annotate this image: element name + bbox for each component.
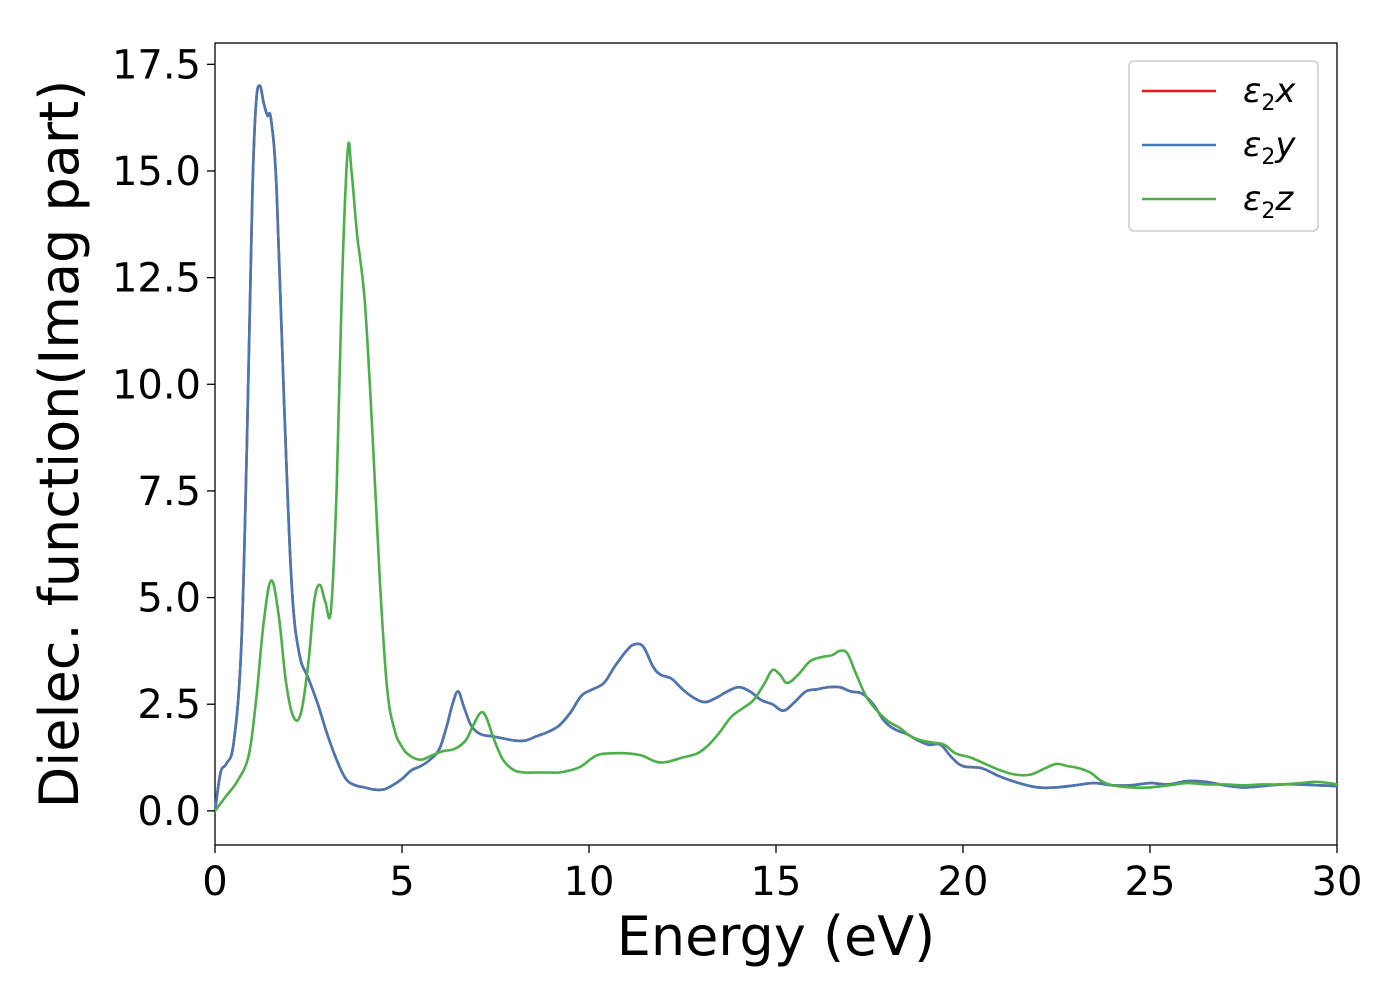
x-tick-label: 0 (202, 859, 227, 905)
y-axis-label: Dielec. function(Imag part) (28, 80, 91, 809)
y-tick-label: 10.0 (112, 362, 201, 408)
legend-label-base: ε (1243, 71, 1261, 111)
legend-label-base: ε (1243, 125, 1261, 165)
y-tick-label: 2.5 (137, 682, 201, 728)
x-tick-label: 25 (1125, 859, 1176, 905)
x-tick-label: 5 (389, 859, 414, 905)
legend-label-z: ε2z (1243, 179, 1294, 224)
legend-label-x: ε2x (1243, 71, 1296, 116)
x-tick-label: 30 (1312, 859, 1363, 905)
legend-label-suffix: x (1274, 71, 1296, 111)
y-tick-label: 15.0 (112, 149, 201, 195)
legend-label-subscript: 2 (1261, 199, 1275, 224)
y-tick-label: 7.5 (137, 469, 201, 515)
legend-label-subscript: 2 (1261, 91, 1275, 116)
legend-frame (1128, 60, 1319, 232)
x-axis-label: Energy (eV) (617, 905, 936, 968)
x-tick-label: 10 (564, 859, 615, 905)
y-tick-label: 5.0 (137, 576, 201, 622)
y-tick-label: 0.0 (137, 789, 201, 835)
legend-label-suffix: z (1274, 179, 1294, 219)
legend-label-base: ε (1243, 179, 1261, 219)
x-axis: 0 5 10 15 20 25 30 (202, 845, 1362, 905)
legend-label-subscript: 2 (1261, 145, 1275, 170)
y-tick-label: 17.5 (112, 42, 201, 88)
x-tick-label: 15 (751, 859, 802, 905)
legend-label-suffix: y (1274, 125, 1296, 165)
y-tick-label: 12.5 (112, 256, 201, 302)
y-axis: 0.0 2.5 5.0 7.5 10.0 12.5 15.0 17.5 (112, 42, 215, 835)
x-tick-label: 20 (938, 859, 989, 905)
series-line-z (213, 141, 1339, 813)
series-line-y (213, 84, 1339, 813)
legend-label-y: ε2y (1243, 125, 1296, 170)
series-lines (213, 84, 1339, 813)
